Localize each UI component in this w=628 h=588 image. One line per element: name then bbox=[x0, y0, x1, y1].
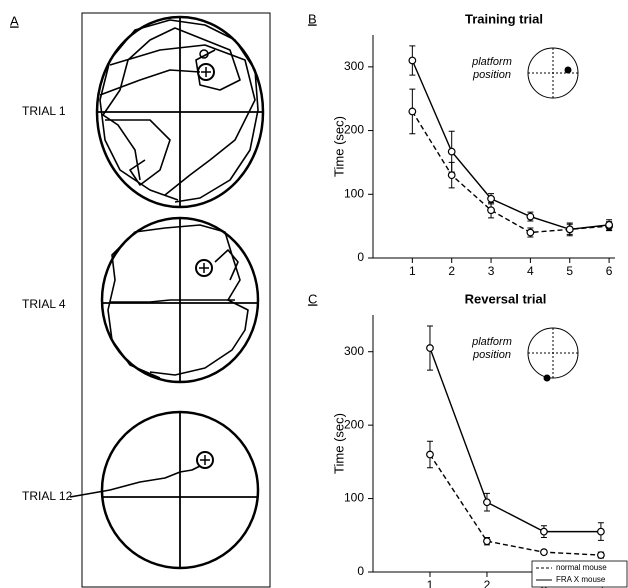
y-axis-label: Time (sec) bbox=[331, 413, 346, 474]
x-tick-label: 5 bbox=[566, 264, 573, 278]
series-line bbox=[429, 347, 601, 533]
x-tick-label: 2 bbox=[448, 264, 455, 278]
data-point bbox=[483, 537, 491, 546]
data-point bbox=[540, 548, 548, 557]
y-axis-label: Time (sec) bbox=[331, 116, 346, 177]
annotation-line: platform bbox=[471, 336, 512, 348]
platform-dot bbox=[564, 66, 572, 74]
x-tick-label: 4 bbox=[527, 264, 534, 278]
x-tick-label: 3 bbox=[488, 264, 495, 278]
platform-dot bbox=[543, 374, 551, 382]
annotation: platform position bbox=[471, 336, 512, 361]
trial-label: TRIAL 4 bbox=[22, 297, 66, 311]
data-point bbox=[526, 212, 535, 221]
panel-a-frame bbox=[81, 12, 271, 588]
data-point bbox=[597, 527, 605, 536]
data-point bbox=[426, 344, 434, 352]
trial-label: TRIAL 12 bbox=[22, 489, 73, 503]
y-tick-label: 0 bbox=[357, 564, 364, 578]
panel-label: C bbox=[308, 291, 317, 306]
data-point bbox=[483, 498, 491, 507]
data-point bbox=[426, 450, 434, 459]
trial-label: TRIAL 1 bbox=[22, 104, 66, 118]
data-point bbox=[447, 147, 456, 156]
data-point bbox=[447, 171, 456, 180]
annotation-line: position bbox=[472, 349, 511, 361]
y-tick-label: 200 bbox=[344, 123, 364, 137]
data-point bbox=[597, 551, 605, 560]
legend-box bbox=[531, 560, 628, 588]
y-tick-label: 0 bbox=[357, 250, 364, 264]
data-point bbox=[487, 206, 495, 215]
panel-label: B bbox=[308, 11, 317, 26]
trial-1-pool bbox=[95, 15, 265, 209]
x-tick-label: 2 bbox=[484, 578, 491, 588]
y-tick-label: 100 bbox=[344, 186, 364, 200]
x-tick-label: 1 bbox=[427, 578, 434, 588]
trial-12-pool bbox=[69, 410, 260, 570]
chart-title: Training trial bbox=[465, 11, 543, 26]
y-tick-label: 100 bbox=[344, 491, 364, 505]
panel-label: A bbox=[10, 13, 19, 28]
x-tick-label: 1 bbox=[409, 264, 416, 278]
y-tick-label: 300 bbox=[344, 344, 364, 358]
y-tick-label: 200 bbox=[344, 417, 364, 431]
legend-label: normal mouse bbox=[556, 563, 607, 572]
series-line bbox=[411, 60, 610, 231]
data-point bbox=[605, 220, 613, 229]
annotation-line: position bbox=[472, 69, 511, 81]
data-point bbox=[408, 107, 417, 116]
annotation-line: platform bbox=[471, 56, 512, 68]
data-point bbox=[565, 225, 574, 234]
chart-title: Reversal trial bbox=[465, 291, 547, 306]
series-line bbox=[429, 454, 601, 556]
x-tick-label: 6 bbox=[606, 264, 613, 278]
data-point bbox=[408, 56, 417, 65]
legend-label: FRA X mouse bbox=[556, 575, 606, 584]
data-point bbox=[487, 194, 495, 203]
data-point bbox=[540, 527, 548, 536]
trial-4-pool bbox=[100, 216, 260, 384]
annotation: platform position bbox=[471, 56, 512, 81]
y-tick-label: 300 bbox=[344, 59, 364, 73]
data-point bbox=[526, 228, 535, 237]
